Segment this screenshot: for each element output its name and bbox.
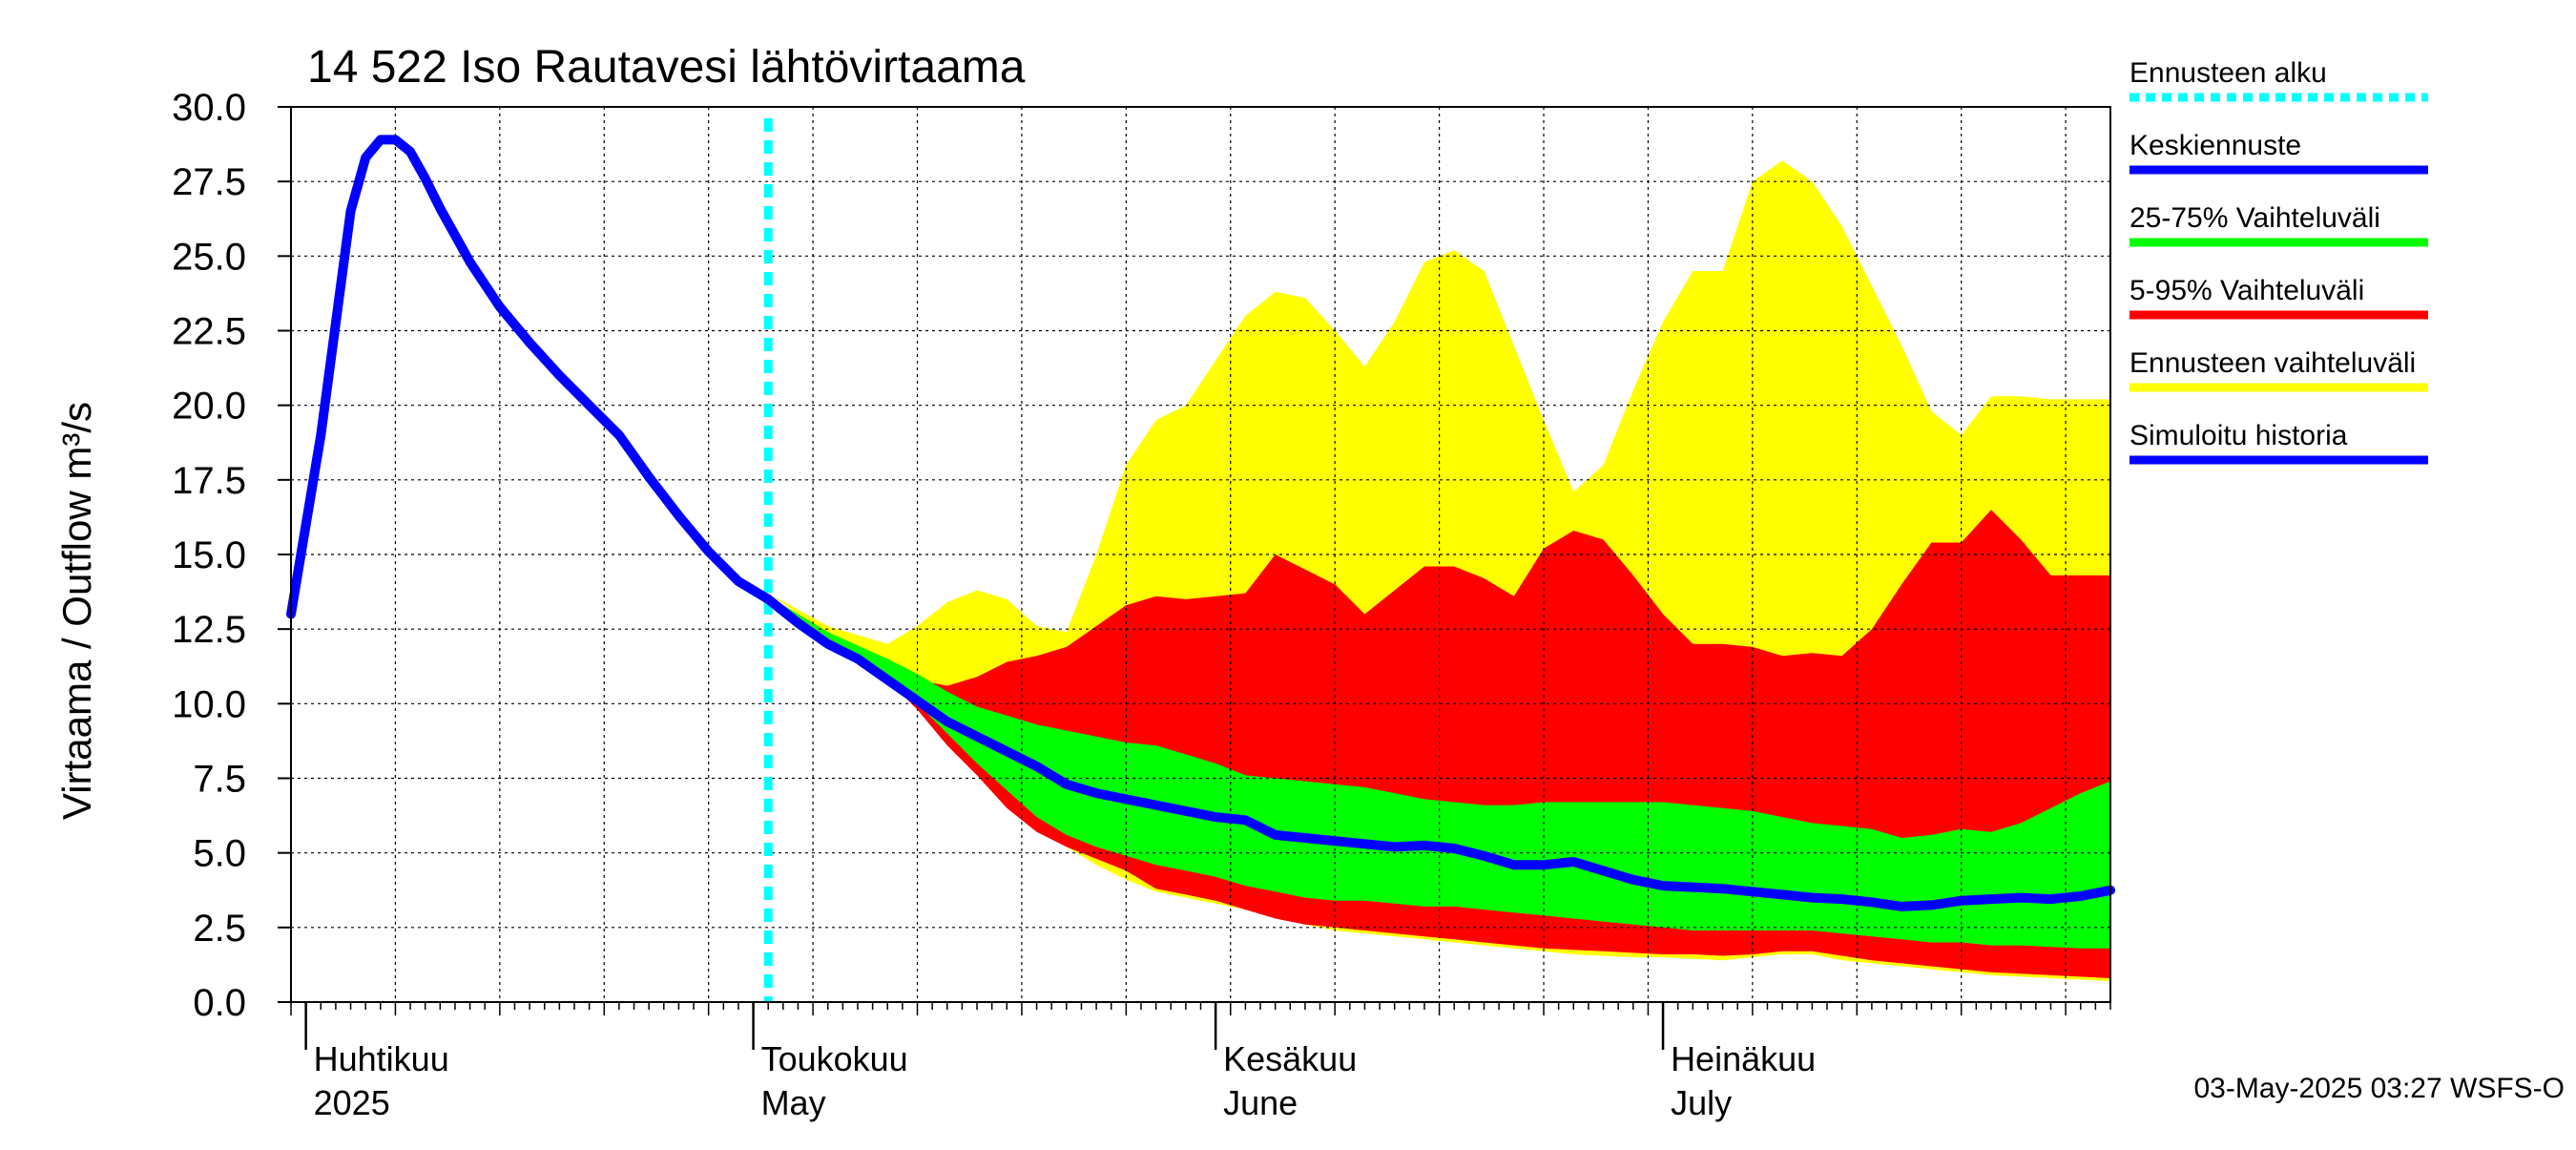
chart-title: 14 522 Iso Rautavesi lähtövirtaama <box>307 42 1026 93</box>
history-series-line <box>286 135 774 619</box>
x-month-label-en: July <box>1671 1083 1732 1122</box>
y-tick-label: 20.0 <box>172 386 246 428</box>
legend-label: Ennusteen alku <box>2129 57 2327 89</box>
x-axis: Huhtikuu 2025 Toukokuu May Kesäkuu June Heinäk… <box>290 1002 2111 1122</box>
y-tick-label: 15.0 <box>172 534 246 576</box>
y-tick-label: 17.5 <box>172 460 246 502</box>
x-month-label-fi: Toukokuu <box>761 1039 908 1078</box>
y-tick-label: 5.0 <box>193 833 246 875</box>
y-axis: 0.0 2.5 5.0 7.5 10.0 12.5 15.0 17.5 20.0 22.5 25.0… <box>172 87 291 1024</box>
legend-label: 25-75% Vaihteluväli <box>2129 202 2380 234</box>
x-month-label-en: May <box>761 1083 826 1122</box>
x-month-label-fi: Huhtikuu <box>314 1039 449 1078</box>
y-tick-label: 0.0 <box>193 982 246 1024</box>
y-tick-label: 2.5 <box>193 908 246 950</box>
series-lines <box>286 118 2115 1002</box>
grid-lines <box>291 106 2110 1003</box>
y-tick-label: 10.0 <box>172 683 246 725</box>
x-month-label-fi: Heinäkuu <box>1671 1039 1816 1078</box>
mean-forecast-line <box>763 594 2115 911</box>
x-month-label-en: June <box>1223 1083 1298 1122</box>
y-tick-label: 30.0 <box>172 87 246 129</box>
legend-label: 5-95% Vaihteluväli <box>2129 275 2364 306</box>
y-axis-label: Virtaama / Outflow m³/s <box>54 402 99 820</box>
y-tick-label: 27.5 <box>172 161 246 203</box>
x-month-label-fi: Kesäkuu <box>1223 1039 1357 1078</box>
y-tick-label: 7.5 <box>193 759 246 801</box>
footer-timestamp: 03-May-2025 03:27 WSFS-O <box>2194 1073 2566 1104</box>
legend-label: Ennusteen vaihteluväli <box>2129 347 2416 379</box>
y-tick-label: 12.5 <box>172 609 246 651</box>
x-month-label-en: 2025 <box>314 1083 390 1122</box>
y-tick-label: 25.0 <box>172 236 246 278</box>
legend-label: Keskiennuste <box>2129 130 2301 161</box>
legend-label: Simuloitu historia <box>2129 420 2348 451</box>
p25-75-band <box>768 596 2111 949</box>
legend: Ennusteen alku Keskiennuste 25-75% Vaihtel… <box>2129 57 2428 465</box>
y-tick-label: 22.5 <box>172 311 246 353</box>
